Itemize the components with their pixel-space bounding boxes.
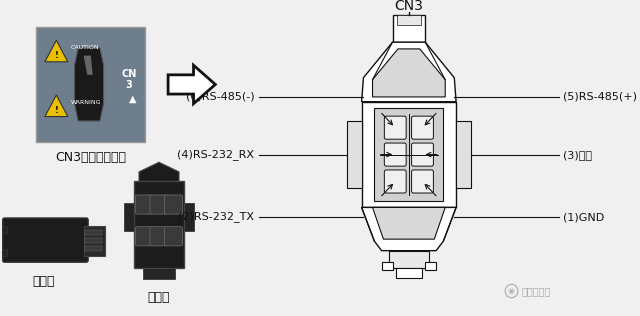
Text: (6)RS-485(-): (6)RS-485(-) [186,92,255,102]
FancyBboxPatch shape [136,195,154,214]
FancyBboxPatch shape [412,116,433,139]
FancyBboxPatch shape [150,227,168,246]
Polygon shape [372,207,445,239]
FancyBboxPatch shape [164,195,182,214]
Text: !: ! [54,51,58,60]
Polygon shape [362,42,456,102]
FancyBboxPatch shape [412,170,433,193]
Polygon shape [372,49,445,97]
FancyBboxPatch shape [36,27,145,142]
Text: (5)RS-485(+): (5)RS-485(+) [563,92,637,102]
FancyBboxPatch shape [164,227,182,246]
Text: 产业智能官: 产业智能官 [522,286,551,296]
Text: 背面图: 背面图 [148,291,170,304]
FancyBboxPatch shape [85,230,102,235]
FancyBboxPatch shape [85,246,102,251]
FancyBboxPatch shape [2,226,7,234]
FancyBboxPatch shape [150,195,168,214]
Polygon shape [168,65,215,104]
FancyBboxPatch shape [84,226,106,256]
Polygon shape [84,56,93,75]
FancyBboxPatch shape [134,181,184,268]
FancyBboxPatch shape [381,262,392,270]
FancyBboxPatch shape [392,15,425,42]
Text: ❀: ❀ [508,287,515,295]
Text: CN3连接器（母）: CN3连接器（母） [55,151,126,164]
Text: ▲: ▲ [129,94,136,104]
FancyBboxPatch shape [3,218,88,262]
FancyBboxPatch shape [396,268,422,277]
FancyBboxPatch shape [385,143,406,166]
Text: CN
3: CN 3 [122,69,137,90]
FancyBboxPatch shape [389,251,429,268]
Text: 侧面图: 侧面图 [33,275,55,288]
Polygon shape [139,162,179,181]
FancyBboxPatch shape [347,121,362,188]
FancyBboxPatch shape [136,227,154,246]
FancyBboxPatch shape [385,170,406,193]
FancyBboxPatch shape [85,238,102,243]
Polygon shape [362,102,456,207]
Text: (1)GND: (1)GND [563,212,605,222]
Polygon shape [45,40,68,62]
FancyBboxPatch shape [184,203,193,231]
Text: CN3: CN3 [394,0,423,13]
Text: CAUTION: CAUTION [71,46,99,51]
Text: WARNING: WARNING [71,100,101,105]
FancyBboxPatch shape [412,143,433,166]
Text: (4)RS-232_RX: (4)RS-232_RX [177,149,255,160]
FancyBboxPatch shape [143,268,175,279]
FancyBboxPatch shape [385,116,406,139]
FancyBboxPatch shape [456,121,470,188]
FancyBboxPatch shape [425,262,436,270]
Polygon shape [74,48,104,121]
FancyBboxPatch shape [374,108,444,201]
Polygon shape [362,207,456,251]
Polygon shape [45,95,68,117]
FancyBboxPatch shape [2,249,7,256]
Text: !: ! [54,106,58,115]
FancyBboxPatch shape [397,15,420,25]
Text: (2)RS-232_TX: (2)RS-232_TX [179,212,255,222]
Text: (3)保留: (3)保留 [563,149,593,160]
FancyBboxPatch shape [124,203,134,231]
